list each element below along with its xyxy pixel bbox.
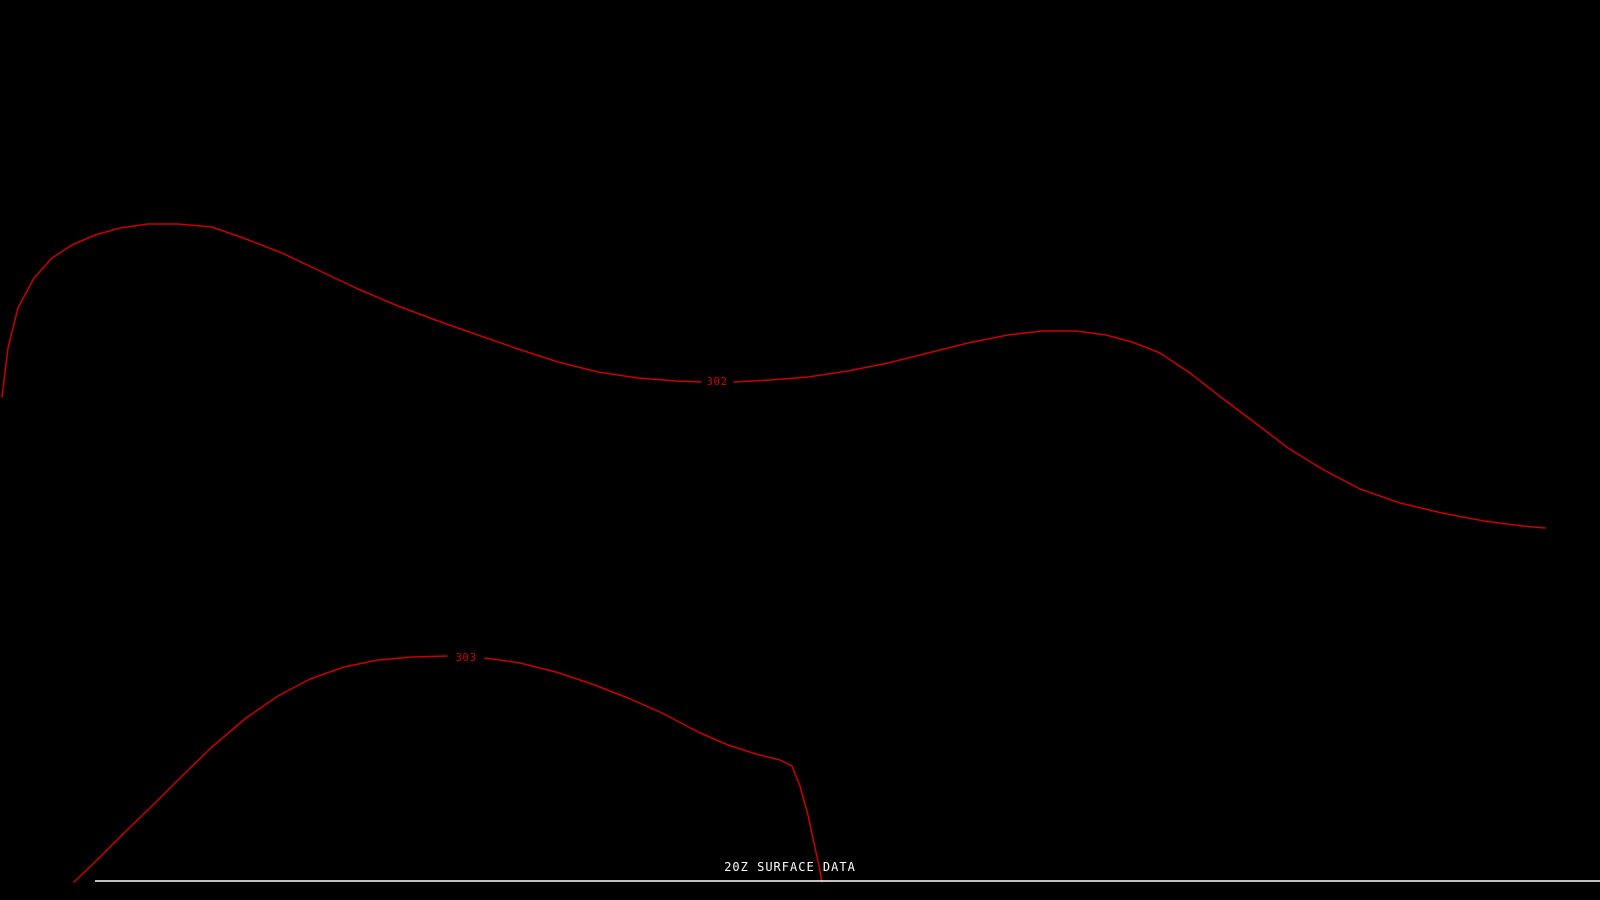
contour-label-303: 303 (455, 651, 476, 664)
contour-label-302: 302 (706, 375, 727, 388)
contour-line-302-seg1 (733, 330, 1546, 529)
contour-line-302-seg0 (1, 223, 702, 398)
contour-line-303-seg0 (73, 655, 448, 883)
map-footer-title: 20Z SURFACE DATA (724, 860, 856, 874)
contour-line-303-seg1 (484, 657, 823, 883)
